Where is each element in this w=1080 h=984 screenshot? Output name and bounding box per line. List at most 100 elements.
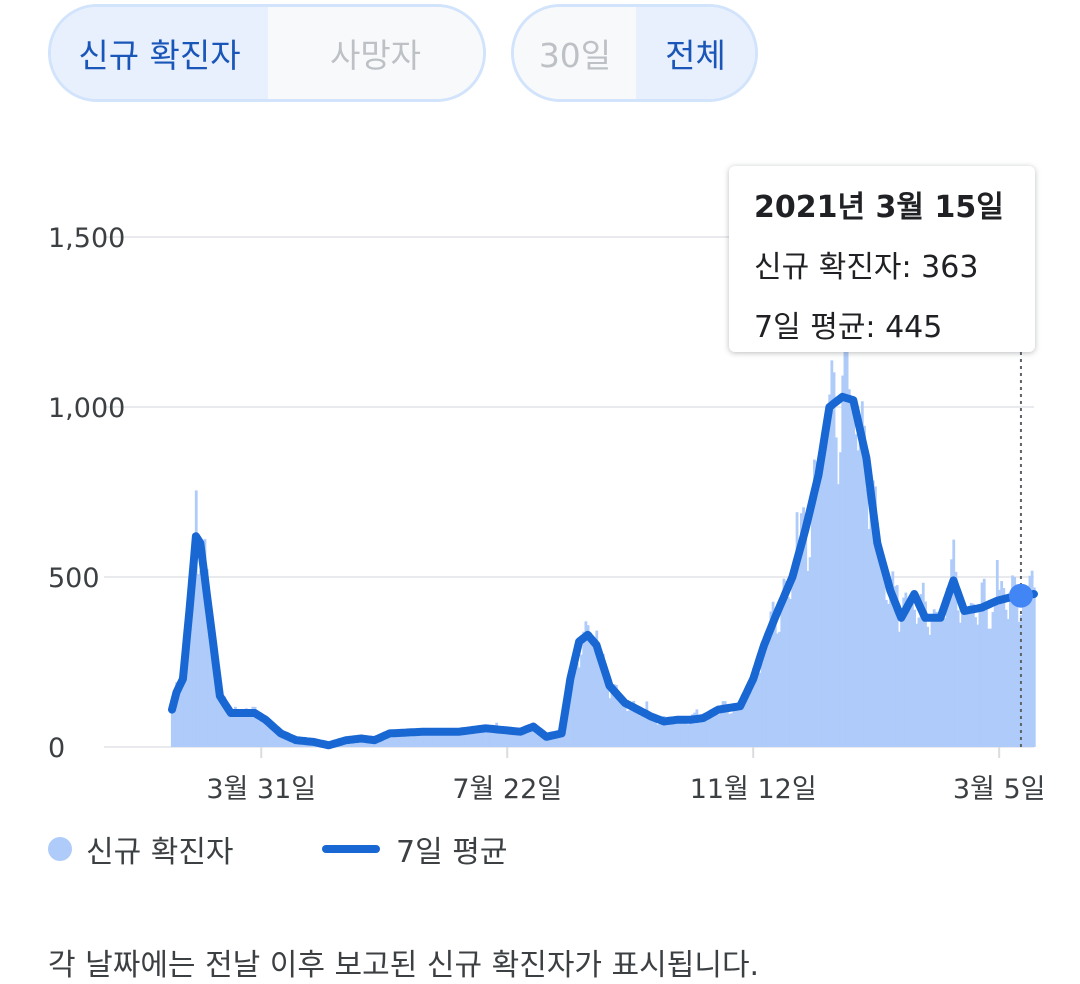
case-bar (634, 705, 638, 747)
case-bar (447, 732, 451, 747)
case-bar (665, 718, 668, 747)
case-bar (501, 731, 505, 747)
case-bar (460, 730, 464, 747)
case-bar (368, 740, 372, 747)
case-bar (904, 592, 908, 747)
case-bar (277, 732, 281, 747)
case-bar (419, 731, 422, 747)
case-bar (686, 724, 690, 747)
case-bar (712, 711, 716, 747)
case-bar (477, 729, 481, 747)
case-bar (223, 696, 226, 747)
case-bar (932, 609, 936, 747)
tooltip-date: 2021년 3월 15일 (754, 190, 1004, 225)
y-tick-label: 500 (48, 563, 100, 594)
range-option-30-days[interactable]: 30일 (514, 7, 636, 99)
case-bar (499, 732, 503, 747)
case-bar (860, 401, 864, 747)
metric-option-deaths[interactable]: 사망자 (268, 7, 483, 99)
highlight-point (1008, 583, 1033, 608)
case-bar (290, 739, 294, 747)
x-tick-label: 3월 5일 (953, 774, 1046, 805)
case-bar (220, 694, 224, 747)
case-bar (747, 695, 751, 747)
case-bar (538, 730, 542, 747)
case-bar (207, 611, 211, 747)
case-bar (697, 721, 701, 747)
case-bar (582, 631, 586, 747)
case-bar (595, 630, 599, 747)
case-bar (980, 582, 984, 747)
case-bar (462, 727, 466, 747)
case-bar (789, 598, 792, 747)
case-bar (571, 656, 575, 747)
case-bar (471, 731, 475, 747)
case-bar (880, 561, 884, 747)
case-bar (961, 613, 964, 747)
range-option-all[interactable]: 전체 (636, 7, 755, 99)
case-bar (641, 711, 644, 747)
case-bar (453, 731, 457, 747)
case-bar (484, 727, 488, 747)
legend-label-cases: 신규 확진자 (86, 835, 234, 870)
case-bar (617, 690, 620, 747)
case-bar (397, 735, 401, 747)
case-bar (456, 733, 459, 747)
case-bar (547, 738, 551, 747)
case-bar (197, 574, 200, 747)
legend-item-cases: 신규 확진자 (48, 826, 234, 872)
case-bar (569, 674, 573, 747)
case-bar (599, 655, 603, 747)
case-bar (702, 719, 705, 747)
case-bar (412, 731, 416, 747)
case-bar (271, 727, 274, 747)
case-bar (769, 611, 773, 747)
case-bar (965, 609, 969, 747)
case-bar (1000, 581, 1004, 747)
x-tick-label: 3월 31일 (206, 774, 316, 805)
case-bar (1006, 619, 1010, 747)
cases-chart[interactable]: 0 500 1,000 1,500 3월 31일 7월 22일 11월 12일 3월 5일 (0, 0, 1080, 820)
case-bar (730, 713, 734, 747)
case-bar (364, 739, 368, 747)
case-bar (850, 396, 853, 747)
case-bar (495, 722, 499, 747)
case-bar (608, 698, 612, 747)
case-bar (636, 713, 640, 747)
case-bar (985, 603, 988, 747)
metric-option-cases[interactable]: 신규 확진자 (51, 7, 268, 99)
case-bar (443, 732, 446, 747)
case-bar (612, 684, 616, 747)
case-bar (421, 731, 425, 747)
case-bar (826, 429, 829, 747)
case-bar (797, 540, 801, 747)
case-bar (549, 737, 553, 747)
case-bar (695, 709, 699, 747)
case-bar (395, 732, 398, 747)
legend-label-average: 7일 평균 (396, 835, 508, 870)
case-bar (771, 601, 775, 747)
case-bar (706, 716, 710, 747)
case-bar (619, 695, 623, 747)
case-bar (723, 701, 727, 747)
case-bar (917, 617, 921, 747)
case-bar (584, 621, 588, 747)
case-bar (784, 580, 788, 747)
case-bar (924, 601, 927, 747)
case-bar (889, 586, 893, 747)
case-bar (480, 727, 483, 747)
case-bar (660, 717, 664, 747)
case-bar (190, 578, 194, 747)
case-bar (179, 687, 183, 747)
case-bar (863, 425, 866, 747)
case-bar (971, 603, 975, 747)
case-bar (268, 725, 272, 747)
case-bar (823, 435, 827, 747)
case-bar (186, 638, 189, 747)
case-bar (628, 710, 631, 747)
case-bar (410, 733, 414, 747)
case-bar (440, 733, 444, 747)
case-bar (758, 672, 762, 747)
y-tick-label: 0 (48, 733, 65, 764)
case-bar (813, 459, 816, 747)
